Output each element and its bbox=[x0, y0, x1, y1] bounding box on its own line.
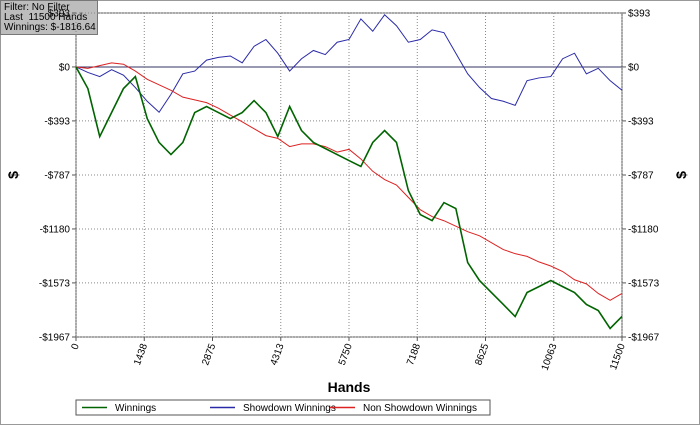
y-tick-label: -$787 bbox=[44, 171, 70, 182]
y-tick-label: $393 bbox=[628, 9, 651, 20]
series-line bbox=[75, 62, 623, 301]
y-tick-label: $0 bbox=[628, 62, 640, 73]
legend-label: Winnings bbox=[115, 403, 156, 414]
series-line bbox=[75, 66, 623, 330]
y-axis-label: $ bbox=[5, 171, 21, 179]
y-tick-label: -$1180 bbox=[628, 224, 659, 235]
y-tick-label: $393 bbox=[48, 9, 71, 20]
y-tick-label: -$1573 bbox=[628, 278, 660, 289]
info-text: Last 11500 Hands bbox=[4, 12, 87, 23]
info-box bbox=[0, 0, 98, 35]
y-tick-label: $0 bbox=[59, 62, 71, 73]
info-text: Winnings: $-1816.64 bbox=[4, 22, 96, 33]
legend-label: Showdown Winnings bbox=[243, 403, 336, 414]
y-tick-label: -$1573 bbox=[39, 278, 71, 289]
x-axis-label: Hands bbox=[328, 379, 371, 395]
y-tick-label: -$393 bbox=[628, 116, 654, 127]
y-axis-label: $ bbox=[673, 171, 689, 179]
y-tick-label: -$1967 bbox=[39, 333, 71, 344]
y-tick-label: -$787 bbox=[628, 171, 654, 182]
y-tick-label: -$393 bbox=[44, 116, 70, 127]
x-tick-label: 0 bbox=[70, 342, 82, 351]
info-text: Filter: No Filter bbox=[4, 2, 70, 13]
series-line bbox=[75, 14, 623, 114]
y-tick-label: -$1967 bbox=[628, 333, 660, 344]
legend bbox=[75, 399, 491, 416]
legend-label: Non Showdown Winnings bbox=[363, 403, 477, 414]
y-tick-label: -$1180 bbox=[40, 224, 71, 235]
